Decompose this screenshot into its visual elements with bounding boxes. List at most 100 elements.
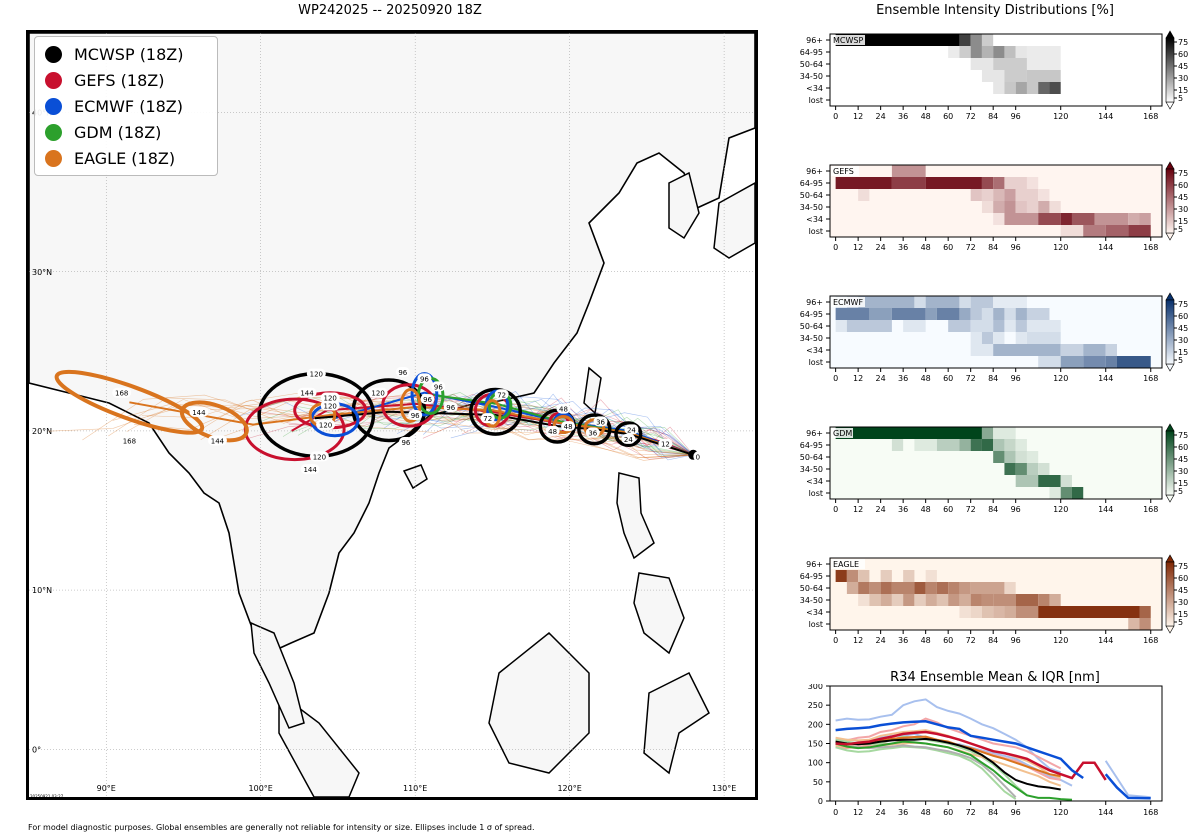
x-tick-label: 120 (1053, 636, 1068, 645)
lead-label-text: 120 (324, 402, 337, 410)
heatmap-cell (858, 582, 870, 594)
heatmap-cell (1139, 213, 1151, 225)
heatmap-cell (993, 46, 1005, 58)
heatmap-cell (1026, 46, 1061, 58)
x-tick-label: 0 (833, 112, 838, 121)
heatmap-cell (981, 427, 994, 439)
heatmap-eagle: EAGLE 96+ 64-95 50-64 34-50 <34 lost 0 12 24 36 48 6… (800, 554, 1188, 645)
heatmap-cell (993, 344, 1061, 356)
heatmap-cell (1105, 225, 1129, 237)
colorbar-tick-label: 75 (1178, 169, 1188, 178)
x-tick-label: 36 (898, 636, 908, 645)
lead-label-text: 96 (446, 404, 455, 412)
lead-label-bg (300, 464, 320, 475)
heatmap-cell (993, 296, 1027, 308)
lead-label-text: 96 (411, 412, 420, 420)
r34-y-tick-label: 150 (808, 740, 823, 749)
heatmap-cell (903, 320, 926, 332)
hainan (402, 464, 428, 490)
lon-label: 130°E (712, 784, 736, 793)
r34-x-tick-label: 168 (1143, 808, 1158, 817)
heatmap-cell (858, 570, 870, 582)
colorbar-min-arrow (1165, 625, 1175, 634)
lead-label-text: 144 (300, 390, 314, 398)
lon-label: 110°E (403, 784, 427, 793)
heatmap-cell (846, 570, 859, 582)
lead-label-text: 96 (434, 383, 443, 391)
colorbar-tick-label: 75 (1178, 562, 1188, 571)
lead-label-bg (395, 367, 410, 378)
model-label-bg (831, 428, 853, 438)
y-tick-label: 34-50 (800, 596, 823, 605)
x-tick-label: 0 (833, 374, 838, 383)
x-tick-label: 12 (853, 112, 863, 121)
heatmap-cell (993, 213, 1005, 225)
lon-label: 120°E (557, 784, 581, 793)
lead-label: 144 (300, 464, 320, 475)
x-tick-label: 84 (988, 243, 998, 252)
heatmap-frame (829, 295, 1163, 369)
lead-label: 120 (368, 387, 388, 398)
lead-label-text: 0 (696, 453, 700, 461)
y-tick-label: lost (809, 620, 823, 629)
heatmap-cell (1015, 606, 1039, 618)
colorbar (1165, 168, 1175, 234)
legend-item-mcwsp: MCWSP (18Z) (41, 41, 211, 67)
lead-label: 72 (494, 389, 509, 400)
r34-y-tick-label: 50 (813, 778, 823, 787)
y-tick-label: 96+ (806, 167, 823, 176)
y-tick-label: <34 (806, 346, 823, 355)
lead-label: 36 (585, 427, 600, 438)
visayas-mindanao (633, 572, 685, 655)
lead-label-text: 144 (192, 409, 206, 417)
colorbar-tick-label: 15 (1178, 479, 1188, 488)
ensemble-member-track (422, 403, 694, 456)
lead-label-bg (320, 392, 340, 403)
r34-chart: 0 50 100 150 200 250 300 0 12 24 36 48 60 72 84 96 120 14… (808, 684, 1163, 817)
heatmap-cell (846, 320, 892, 332)
x-tick-label: 48 (921, 505, 931, 514)
intensity-panels-title: Ensemble Intensity Distributions [%] (876, 3, 1114, 18)
heatmap-cell (1026, 463, 1039, 475)
lead-label-bg (431, 381, 446, 392)
lead-label: 96 (395, 367, 410, 378)
heatmap-cell (970, 34, 982, 46)
heatmap-cell (993, 177, 1005, 189)
colorbar-max-arrow (1165, 30, 1175, 39)
legend-swatch (45, 97, 62, 115)
y-tick-label: 50-64 (800, 453, 823, 462)
colorbar-min-arrow (1165, 232, 1175, 241)
heatmap-cell (993, 82, 1005, 94)
lead-label: 24 (624, 424, 639, 435)
heatmap-cell (1038, 189, 1050, 201)
y-tick-label: 96+ (806, 36, 823, 45)
lead-label-bg (494, 389, 509, 400)
heatmap-cell (1060, 213, 1072, 225)
x-tick-label: 24 (876, 505, 886, 514)
heatmap-cell (1049, 594, 1061, 606)
heatmap-gdm: GDM 96+ 64-95 50-64 34-50 <34 lost 0 12 24 36 48 60 7… (800, 423, 1188, 514)
heatmap-cell (970, 594, 982, 606)
heatmap-cell (1083, 344, 1106, 356)
colorbar-tick-label: 15 (1178, 86, 1188, 95)
colorbar-tick-label: 45 (1178, 62, 1188, 71)
model-label: GEFS (833, 167, 854, 176)
y-tick-label: 34-50 (800, 334, 823, 343)
heatmap-cell (1038, 356, 1061, 368)
model-label: MCWSP (833, 36, 863, 45)
legend-label: ECMWF (18Z) (74, 96, 183, 116)
borneo (488, 631, 590, 774)
r34-y-tick-label: 100 (808, 759, 823, 768)
lead-label-text: 168 (123, 437, 136, 445)
lat-label: 30°N (32, 268, 52, 277)
heatmap-cell (835, 177, 892, 189)
lead-label-bg (320, 400, 340, 411)
r34-series-line (1104, 773, 1151, 800)
lead-label-text: 96 (398, 369, 407, 377)
colorbar-max-arrow (1165, 554, 1175, 563)
x-tick-label: 60 (943, 505, 953, 514)
model-label: EAGLE (833, 560, 859, 569)
heatmap-cell (948, 320, 971, 332)
heatmap-cell (1060, 356, 1084, 368)
heatmap-cell (1038, 82, 1050, 94)
